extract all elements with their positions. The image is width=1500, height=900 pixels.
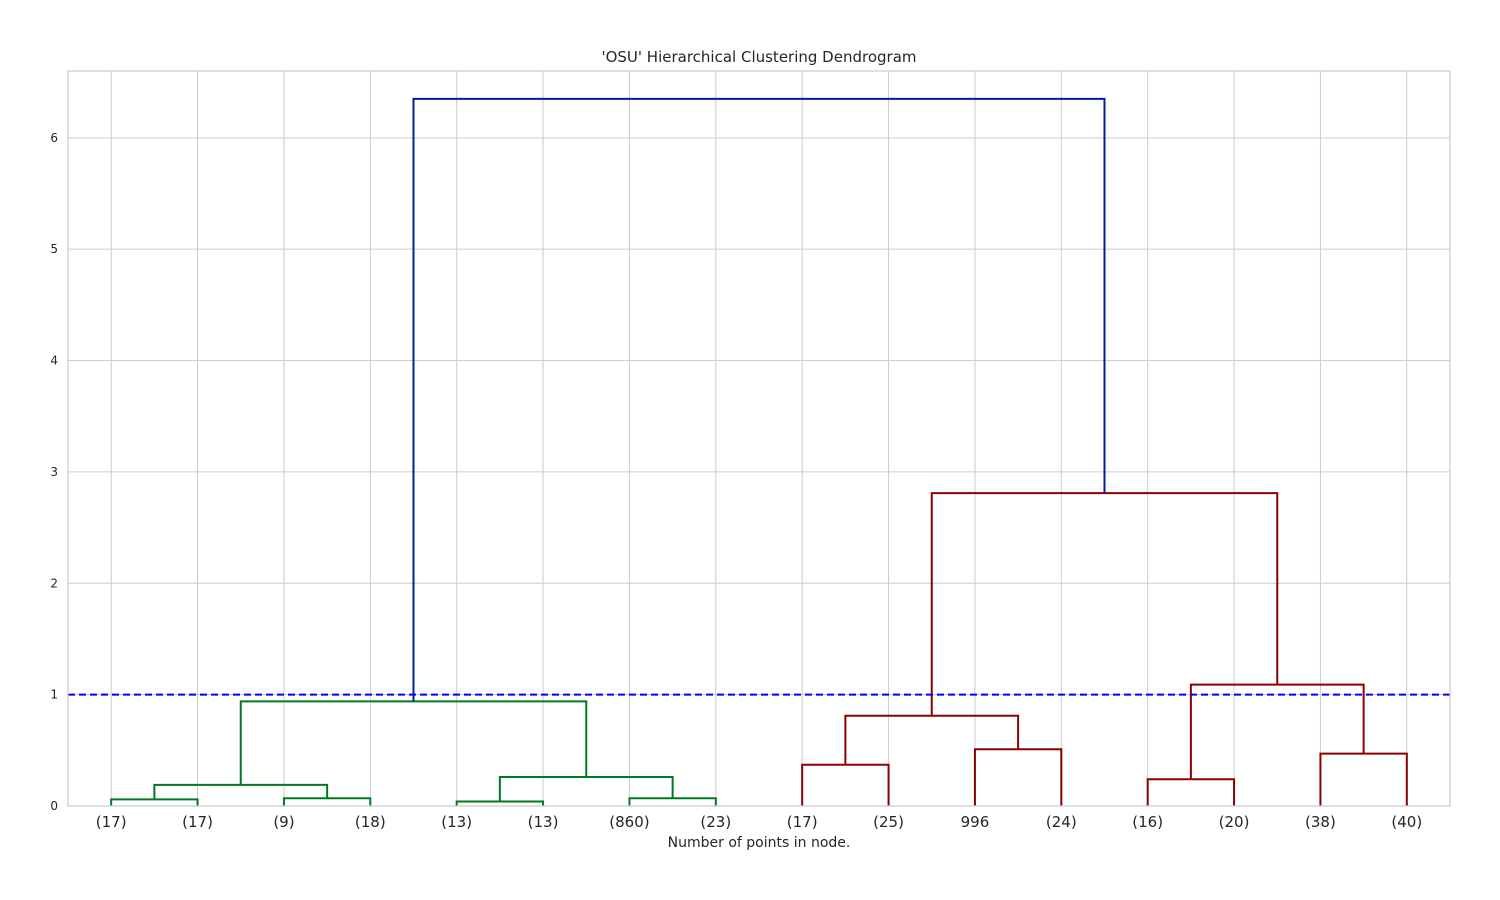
leaf-label: (17) [182, 813, 213, 831]
merge-d-link [628, 797, 717, 806]
leaf-label: (24) [1046, 813, 1077, 831]
merge-a-link [110, 798, 199, 806]
merge-left-link [239, 700, 588, 785]
merge-ef-link [844, 714, 1020, 765]
leaf-label: 996 [961, 813, 990, 831]
leaf-label: (25) [873, 813, 904, 831]
merge-c-link [455, 800, 545, 806]
chart-title: 'OSU' Hierarchical Clustering Dendrogram [601, 48, 916, 66]
leaf-label: (18) [355, 813, 386, 831]
leaf-label: (38) [1305, 813, 1336, 831]
y-tick-label: 1 [50, 688, 58, 702]
merge-root-link [412, 97, 1106, 702]
y-tick-label: 5 [50, 242, 58, 256]
plot-border [67, 70, 1451, 807]
x-axis-leaf-labels: (17) (17) (9) (18) (13) (13) (860) (23) (17) (25)… [96, 813, 1422, 831]
leaf-label: (17) [787, 813, 818, 831]
merge-gh-link [1189, 683, 1365, 780]
leaf-label: (23) [700, 813, 731, 831]
grid [68, 71, 1450, 807]
y-tick-label: 2 [50, 576, 58, 590]
leaf-label: (17) [96, 813, 127, 831]
leaf-label: (13) [441, 813, 472, 831]
leaf-label: (16) [1132, 813, 1163, 831]
leaf-label: (40) [1391, 813, 1422, 831]
dendrogram-links [110, 97, 1408, 806]
merge-e-link [801, 763, 890, 806]
merge-f-link [973, 748, 1063, 806]
merge-ab-link [153, 783, 329, 800]
y-axis-ticks: 0 1 2 3 4 5 6 [50, 131, 58, 813]
leaf-label: (20) [1219, 813, 1250, 831]
merge-right-link [930, 492, 1279, 716]
leaf-label: (860) [609, 813, 649, 831]
leaf-label: (9) [273, 813, 294, 831]
leaf-label: (13) [528, 813, 559, 831]
y-tick-label: 0 [50, 799, 58, 813]
y-tick-label: 6 [50, 131, 58, 145]
y-tick-label: 4 [50, 354, 58, 368]
y-tick-label: 3 [50, 465, 58, 479]
plot-frame [67, 70, 1451, 807]
merge-g-link [1146, 778, 1236, 806]
x-axis-label: Number of points in node. [668, 835, 851, 851]
merge-b-link [282, 797, 372, 806]
merge-h-link [1319, 752, 1408, 806]
